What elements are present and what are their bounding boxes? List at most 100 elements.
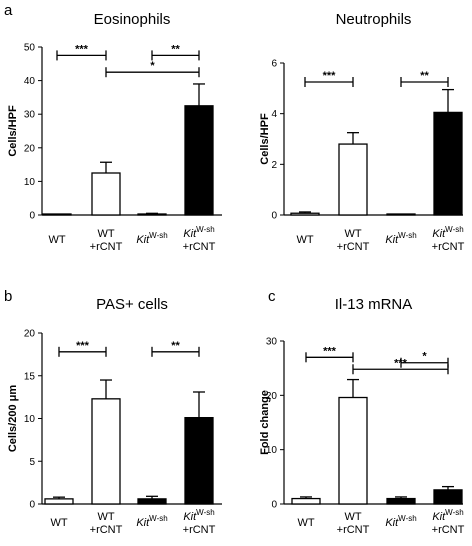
y-axis-label: Cells/HPF xyxy=(7,105,19,157)
category-superscript: W-sh xyxy=(445,508,464,517)
category-label: KitW-sh xyxy=(432,225,463,240)
category-second-line: +rCNT xyxy=(90,524,123,536)
chart-title: Eosinophils xyxy=(94,11,171,28)
category-main: Kit xyxy=(385,234,399,246)
chart-title: Il-13 mRNA xyxy=(335,296,413,313)
y-tick-label: 0 xyxy=(271,211,277,222)
category-label: KitW-sh xyxy=(385,514,416,529)
category-label: WT xyxy=(97,511,114,523)
panel-letter: a xyxy=(4,2,13,19)
significance-label: *** xyxy=(75,43,89,55)
category-main: WT xyxy=(296,234,313,246)
category-main: Kit xyxy=(136,517,150,529)
category-superscript: W-sh xyxy=(398,231,417,240)
category-label: KitW-sh xyxy=(183,508,214,523)
y-axis-label: Cells/HPF xyxy=(259,113,271,165)
category-main: Kit xyxy=(183,511,197,523)
category-label: WT xyxy=(48,234,65,246)
significance-label: *** xyxy=(76,340,90,352)
category-label: KitW-sh xyxy=(136,514,167,529)
bar xyxy=(433,111,463,216)
category-main: WT xyxy=(344,511,361,523)
significance-label: ** xyxy=(171,43,180,55)
bar xyxy=(291,497,321,505)
category-label: KitW-sh xyxy=(385,231,416,246)
category-main: WT xyxy=(344,228,361,240)
y-tick-label: 30 xyxy=(24,110,36,121)
y-tick-label: 15 xyxy=(24,371,36,382)
bar xyxy=(44,498,74,505)
bar xyxy=(184,416,214,505)
significance-label: ** xyxy=(171,340,180,352)
category-second-line: +rCNT xyxy=(183,524,216,536)
y-tick-label: 10 xyxy=(24,177,36,188)
y-tick-label: 10 xyxy=(24,414,36,425)
y-tick-label: 10 xyxy=(266,445,278,456)
bar xyxy=(137,498,167,505)
category-second-line: +rCNT xyxy=(432,524,465,536)
significance-label: * xyxy=(422,351,427,363)
bar xyxy=(290,212,320,216)
category-main: WT xyxy=(97,511,114,523)
category-label: KitW-sh xyxy=(432,508,463,523)
category-second-line: +rCNT xyxy=(183,241,216,253)
category-superscript: W-sh xyxy=(445,225,464,234)
category-label: WT xyxy=(344,511,361,523)
category-label: WT xyxy=(297,517,314,529)
y-tick-label: 20 xyxy=(24,329,36,340)
bar xyxy=(386,497,416,505)
y-tick-label: 0 xyxy=(29,500,35,511)
bar xyxy=(91,172,121,216)
category-label: KitW-sh xyxy=(136,231,167,246)
bar xyxy=(42,213,72,216)
y-tick-label: 5 xyxy=(29,457,35,468)
y-tick-label: 20 xyxy=(24,143,36,154)
category-main: WT xyxy=(97,228,114,240)
category-main: WT xyxy=(297,517,314,529)
category-main: Kit xyxy=(183,228,197,240)
category-label: KitW-sh xyxy=(183,225,214,240)
category-main: WT xyxy=(48,234,65,246)
category-superscript: W-sh xyxy=(196,508,215,517)
category-superscript: W-sh xyxy=(149,514,168,523)
category-main: Kit xyxy=(432,228,446,240)
chart-title: PAS+ cells xyxy=(96,296,168,313)
y-tick-label: 50 xyxy=(24,43,36,54)
category-second-line: +rCNT xyxy=(432,241,465,253)
category-main: Kit xyxy=(136,234,150,246)
y-tick-label: 40 xyxy=(24,76,36,87)
y-tick-label: 0 xyxy=(29,211,35,222)
category-superscript: W-sh xyxy=(196,225,215,234)
category-main: WT xyxy=(50,517,67,529)
category-main: Kit xyxy=(432,511,446,523)
category-label: WT xyxy=(296,234,313,246)
y-axis-label: Cells/200 μm xyxy=(7,385,19,452)
chart-title: Neutrophils xyxy=(336,11,412,28)
bar xyxy=(338,143,368,216)
y-axis-label: Fold change xyxy=(259,390,271,455)
significance-label: ** xyxy=(420,70,429,82)
bar xyxy=(91,398,121,505)
y-tick-label: 2 xyxy=(271,160,277,171)
significance-label: * xyxy=(150,60,155,72)
category-superscript: W-sh xyxy=(398,514,417,523)
bar xyxy=(338,396,368,505)
significance-label: *** xyxy=(323,345,337,357)
bar xyxy=(184,105,214,216)
category-label: WT xyxy=(50,517,67,529)
bar xyxy=(137,213,167,216)
y-tick-label: 0 xyxy=(271,500,277,511)
y-tick-label: 6 xyxy=(271,59,277,70)
category-label: WT xyxy=(97,228,114,240)
category-superscript: W-sh xyxy=(149,231,168,240)
category-second-line: +rCNT xyxy=(90,241,123,253)
category-main: Kit xyxy=(385,517,399,529)
category-label: WT xyxy=(344,228,361,240)
y-tick-label: 20 xyxy=(266,391,278,402)
panel-letter: b xyxy=(4,288,12,305)
